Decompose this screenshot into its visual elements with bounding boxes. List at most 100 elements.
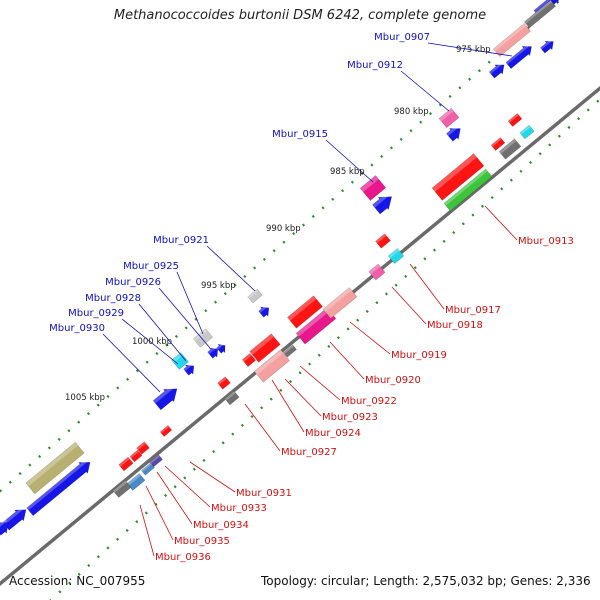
feature-0924[interactable] xyxy=(217,376,231,390)
label-leader-lines xyxy=(102,42,518,557)
leader-line xyxy=(139,504,155,557)
feature-0936[interactable] xyxy=(112,480,132,498)
gene-label-mbur-0925[interactable]: Mbur_0925 xyxy=(123,261,179,272)
feature-0906[interactable] xyxy=(493,23,531,57)
tick-line-outer xyxy=(0,0,561,493)
feature-layer xyxy=(0,0,560,537)
gene-label-mbur-0915[interactable]: Mbur_0915 xyxy=(272,129,328,140)
gene-label-mbur-0927[interactable]: Mbur_0927 xyxy=(281,447,337,458)
feature-0926b[interactable] xyxy=(215,341,228,355)
leader-line xyxy=(329,341,365,380)
gene-label-mbur-0926[interactable]: Mbur_0926 xyxy=(105,277,161,288)
feature-0921[interactable] xyxy=(247,288,263,304)
feature-0930[interactable] xyxy=(152,383,182,412)
gene-label-mbur-0931[interactable]: Mbur_0931 xyxy=(236,488,292,499)
gene-label-mbur-0930[interactable]: Mbur_0930 xyxy=(49,323,105,334)
leader-line xyxy=(391,286,427,325)
gene-label-mbur-0912[interactable]: Mbur_0912 xyxy=(347,60,403,71)
gene-label-mbur-0920[interactable]: Mbur_0920 xyxy=(365,375,421,386)
scale-label: 985 kbp xyxy=(330,167,365,177)
feature-0911[interactable] xyxy=(519,124,535,140)
scale-labels: 975 kbp 980 kbp 985 kbp 990 kbp 995 kbp 1000 … xyxy=(65,45,491,403)
scale-label: 995 kbp xyxy=(201,281,236,291)
feature-0927[interactable] xyxy=(224,390,240,406)
feature-0937[interactable] xyxy=(2,504,31,531)
feature-0913b[interactable] xyxy=(443,168,493,212)
feature-0907[interactable] xyxy=(505,42,536,70)
feature-0931b[interactable] xyxy=(136,441,150,455)
feature-0935[interactable] xyxy=(141,462,155,476)
feature-0925[interactable] xyxy=(192,328,214,348)
gene-label-mbur-0929[interactable]: Mbur_0929 xyxy=(68,308,124,319)
scale-label: 990 kbp xyxy=(266,224,301,234)
leader-line xyxy=(206,245,256,292)
feature-0926[interactable] xyxy=(206,344,221,360)
feature-0909[interactable] xyxy=(488,60,508,79)
leader-line xyxy=(145,485,174,541)
gene-label-mbur-0919[interactable]: Mbur_0919 xyxy=(391,350,447,361)
feature-0928[interactable] xyxy=(171,352,189,370)
tick-line-inner xyxy=(49,97,600,600)
leader-line xyxy=(189,461,236,493)
feature-0922[interactable] xyxy=(241,352,257,368)
feature-0923[interactable] xyxy=(254,349,290,383)
feature-0938[interactable] xyxy=(0,517,13,537)
leader-line xyxy=(284,378,322,417)
gene-label-mbur-0917[interactable]: Mbur_0917 xyxy=(445,305,501,316)
gene-label-mbur-0934[interactable]: Mbur_0934 xyxy=(193,520,249,531)
leader-line xyxy=(244,403,281,452)
scale-label: 1000 kbp xyxy=(132,337,172,347)
accession-text: Accession: NC_007955 xyxy=(9,574,146,588)
topology-text: Topology: circular; Length: 2,575,032 bp… xyxy=(261,574,591,588)
tick-track-outer xyxy=(0,0,561,493)
feature-0910b[interactable] xyxy=(490,137,506,151)
feature-0911b[interactable] xyxy=(498,138,522,160)
gene-label-mbur-0928[interactable]: Mbur_0928 xyxy=(85,293,141,304)
gene-label-mbur-0918[interactable]: Mbur_0918 xyxy=(427,320,483,331)
leader-line xyxy=(349,321,391,355)
leader-line xyxy=(176,271,204,335)
feature-0905[interactable] xyxy=(523,0,557,29)
feature-0910[interactable] xyxy=(507,113,523,127)
leader-line xyxy=(102,333,161,393)
feature-0915[interactable] xyxy=(359,175,387,201)
gene-label-mbur-0936[interactable]: Mbur_0936 xyxy=(155,552,211,563)
gene-label-mbur-0907[interactable]: Mbur_0907 xyxy=(374,32,430,43)
feature-0908[interactable] xyxy=(539,37,557,54)
feature-0933[interactable] xyxy=(118,456,134,472)
tick-track-inner xyxy=(49,97,600,600)
leader-line xyxy=(121,318,179,365)
feature-0920[interactable] xyxy=(249,333,281,363)
leader-line xyxy=(156,471,193,525)
gene-label-mbur-0935[interactable]: Mbur_0935 xyxy=(174,536,230,547)
gene-label-mbur-0923[interactable]: Mbur_0923 xyxy=(322,412,378,423)
feature-0917[interactable] xyxy=(375,233,391,249)
leader-line xyxy=(299,365,341,401)
feature-0933b[interactable] xyxy=(129,449,143,463)
feature-0919c[interactable] xyxy=(322,287,358,319)
scale-label: 1005 kbp xyxy=(65,393,105,403)
feature-0919[interactable] xyxy=(287,295,323,329)
feature-0929[interactable] xyxy=(182,361,197,377)
gene-label-mbur-0921[interactable]: Mbur_0921 xyxy=(153,235,209,246)
scale-label: 980 kbp xyxy=(394,107,429,117)
feature-0921c[interactable] xyxy=(283,344,297,358)
feature-0932[interactable] xyxy=(25,441,85,495)
gene-label-mbur-0913[interactable]: Mbur_0913 xyxy=(518,236,574,247)
feature-0912[interactable] xyxy=(438,107,460,129)
feature-0918[interactable] xyxy=(368,263,386,281)
feature-0917b[interactable] xyxy=(387,247,405,265)
gene-label-mbur-0933[interactable]: Mbur_0933 xyxy=(211,503,267,514)
feature-0921b[interactable] xyxy=(257,303,272,319)
feature-0916[interactable] xyxy=(371,190,397,215)
gene-label-mbur-0924[interactable]: Mbur_0924 xyxy=(305,428,361,439)
leader-line xyxy=(400,70,450,112)
feature-0932b[interactable] xyxy=(25,457,94,517)
feature-0912b[interactable] xyxy=(445,123,465,143)
gene-labels[interactable]: Mbur_0907 Mbur_0912 Mbur_0915 Mbur_0921 Mbur… xyxy=(49,32,574,563)
leader-line xyxy=(158,287,211,349)
feature-0913[interactable] xyxy=(431,153,485,201)
gene-label-mbur-0922[interactable]: Mbur_0922 xyxy=(341,396,397,407)
feature-0931[interactable] xyxy=(159,425,173,437)
